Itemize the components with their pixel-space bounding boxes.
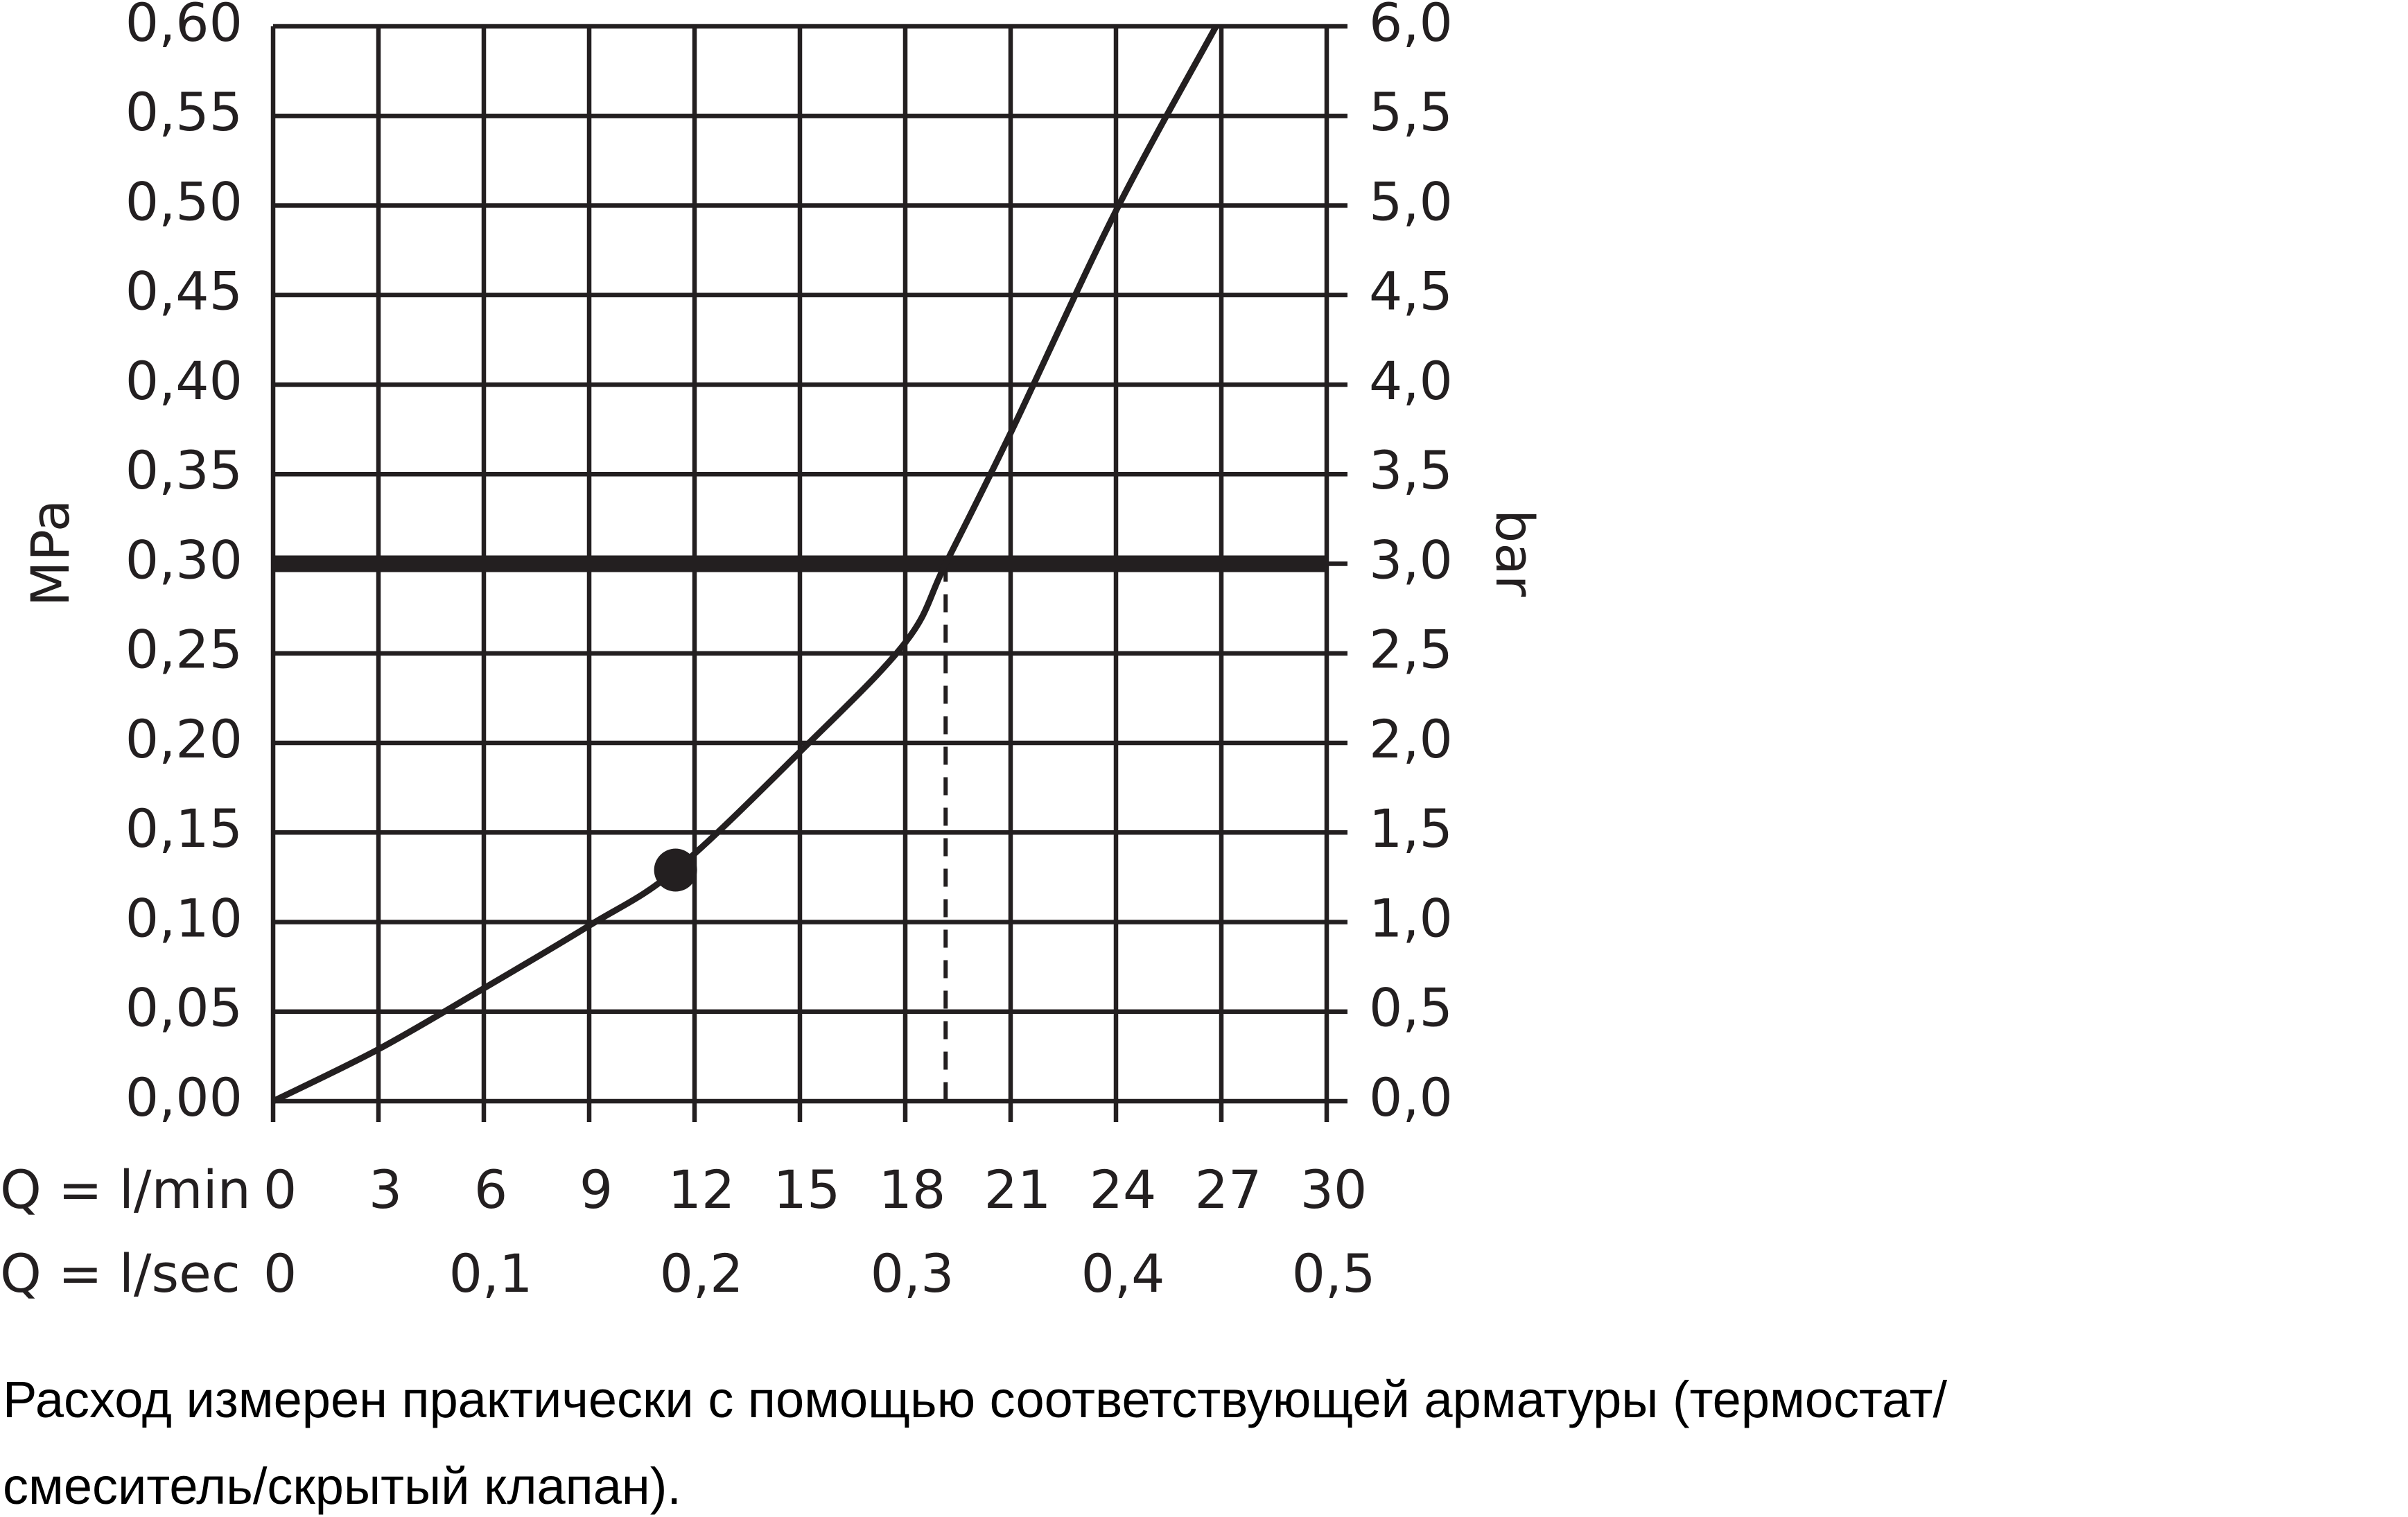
- x2-tick-label: 0,4: [1081, 1243, 1165, 1304]
- x-tick-label: 3: [369, 1159, 402, 1220]
- y-tick-label: 0,50: [125, 170, 243, 232]
- caption-line: Расход измерен практически с помощью соо…: [3, 1371, 1948, 1428]
- y-tick-label: 0,45: [125, 261, 243, 322]
- point-marker: [654, 848, 697, 892]
- y-tick-label: 0,10: [125, 887, 243, 949]
- y2-tick-label: 0,0: [1369, 1067, 1453, 1128]
- y2-tick-label: 3,5: [1369, 439, 1453, 501]
- y2-axis-label: bar: [1484, 509, 1546, 597]
- y2-tick-label: 3,0: [1369, 529, 1453, 590]
- y-axis-label: MPa: [19, 500, 81, 607]
- x-tick-label: 21: [984, 1159, 1052, 1220]
- x-tick-label: 6: [474, 1159, 507, 1220]
- y-tick-label: 0,05: [125, 977, 243, 1039]
- x2-axis-label: Q = l/sec: [0, 1243, 241, 1304]
- y2-tick-label: 2,0: [1369, 708, 1453, 770]
- y-tick-label: 0,30: [125, 529, 243, 590]
- x-tick-label: 30: [1300, 1159, 1368, 1220]
- y-tick-label: 0,40: [125, 350, 243, 412]
- y-tick-label: 0,60: [125, 0, 243, 53]
- x2-tick-label: 0,3: [871, 1243, 954, 1304]
- x-tick-label: 27: [1195, 1159, 1262, 1220]
- y2-tick-label: 6,0: [1369, 0, 1453, 53]
- x2-tick-label: 0,1: [449, 1243, 533, 1304]
- y2-tick-label: 5,0: [1369, 170, 1453, 232]
- x2-tick-label: 0,2: [660, 1243, 744, 1304]
- x-tick-label: 0: [263, 1159, 297, 1220]
- y2-tick-label: 2,5: [1369, 619, 1453, 681]
- x2-tick-label: 0: [263, 1243, 297, 1304]
- x-tick-label: 12: [668, 1159, 735, 1220]
- x-tick-label: 15: [774, 1159, 841, 1220]
- x-axis-label: Q = l/min: [0, 1159, 251, 1220]
- x2-tick-label: 0,5: [1292, 1243, 1376, 1304]
- y-tick-label: 0,35: [125, 439, 243, 501]
- x-tick-label: 9: [579, 1159, 613, 1220]
- x-tick-label: 24: [1090, 1159, 1157, 1220]
- y-tick-label: 0,20: [125, 708, 243, 770]
- y-tick-label: 0,00: [125, 1067, 243, 1128]
- y2-tick-label: 4,0: [1369, 350, 1453, 412]
- x-tick-label: 18: [879, 1159, 946, 1220]
- y2-tick-label: 5,5: [1369, 81, 1453, 143]
- caption-line: смеситель/скрытый клапан).: [3, 1457, 681, 1515]
- curve: [272, 24, 1219, 1105]
- y2-tick-label: 0,5: [1369, 977, 1453, 1039]
- y-tick-label: 0,15: [125, 798, 243, 859]
- y2-tick-label: 4,5: [1369, 261, 1453, 322]
- y-tick-label: 0,55: [125, 81, 243, 143]
- y2-tick-label: 1,0: [1369, 887, 1453, 949]
- y2-tick-label: 1,5: [1369, 798, 1453, 859]
- y-tick-label: 0,25: [125, 619, 243, 681]
